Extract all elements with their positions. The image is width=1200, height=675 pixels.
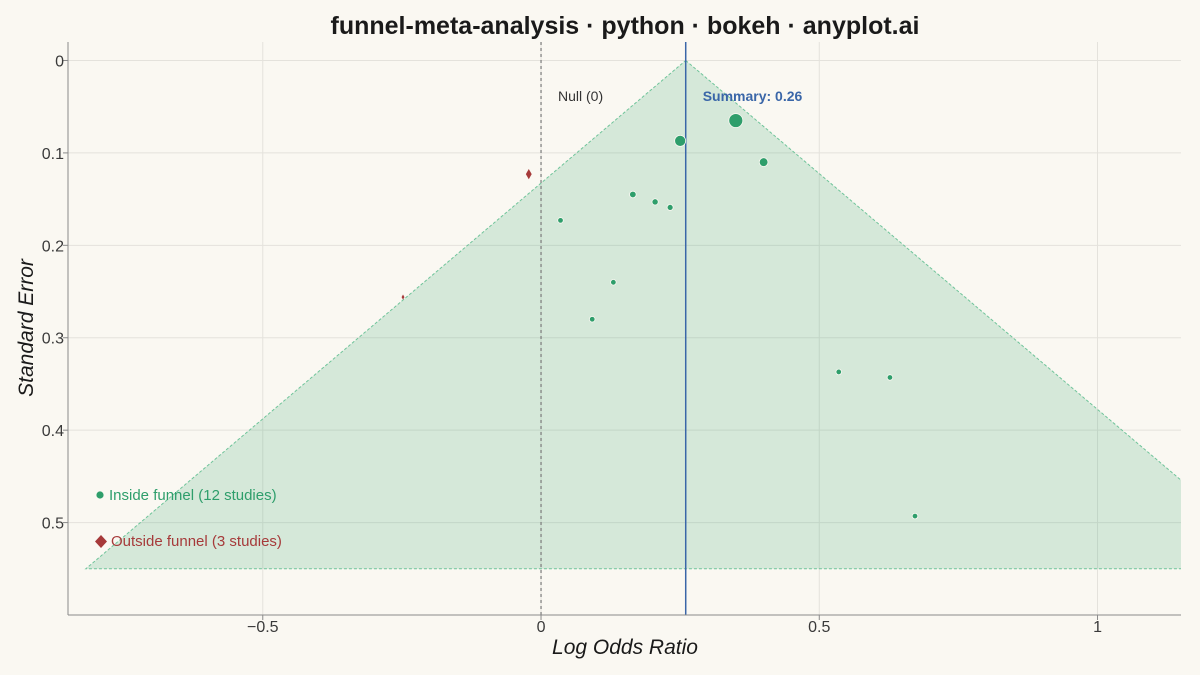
- inside-study-point: [728, 113, 744, 128]
- x-tick-label: 0.5: [808, 619, 830, 636]
- inside-study-point: [911, 512, 919, 520]
- inside-study-point: [629, 190, 637, 199]
- y-tick-label: 0.5: [42, 516, 64, 533]
- axes: −0.5 0 0.5 1 0 0.1 0.2 0.3 0.4 0.5: [42, 42, 1181, 636]
- grid: [68, 42, 1181, 615]
- outside-study-point: [525, 169, 532, 180]
- study-points: [401, 113, 919, 520]
- reference-lines: Null (0) Summary: 0.26: [540, 42, 803, 615]
- inside-study-point: [666, 204, 674, 211]
- x-tick-label: −0.5: [247, 619, 279, 636]
- summary-label: Summary: 0.26: [703, 88, 803, 104]
- y-tick-label: 0.2: [42, 238, 64, 255]
- inside-study-point: [758, 157, 769, 167]
- inside-study-point: [610, 279, 617, 286]
- x-tick-label: 0: [537, 619, 546, 636]
- y-tick-label: 0.1: [42, 146, 64, 163]
- legend-outside-marker: [95, 535, 107, 548]
- chart-title: funnel-meta-analysis · python · bokeh · …: [331, 12, 920, 40]
- inside-study-point: [886, 374, 894, 381]
- inside-study-point: [674, 134, 687, 147]
- inside-study-point: [835, 368, 842, 376]
- legend-outside-label: Outside funnel (3 studies): [111, 533, 282, 550]
- legend: Inside funnel (12 studies) Outside funnel…: [95, 487, 282, 550]
- inside-study-point: [651, 198, 659, 206]
- x-tick-label: 1: [1093, 619, 1102, 636]
- outside-study-point: [401, 294, 405, 300]
- y-tick-label: 0: [55, 53, 64, 70]
- y-tick-label: 0.4: [42, 423, 64, 440]
- legend-inside-marker: [96, 491, 104, 499]
- inside-study-point: [557, 217, 564, 224]
- y-tick-label: 0.3: [42, 331, 64, 348]
- legend-inside-label: Inside funnel (12 studies): [109, 487, 277, 504]
- x-axis-label: Log Odds Ratio: [552, 636, 698, 659]
- inside-study-point: [589, 316, 596, 323]
- y-axis-label: Standard Error: [15, 258, 38, 397]
- null-line-label: Null (0): [558, 88, 603, 104]
